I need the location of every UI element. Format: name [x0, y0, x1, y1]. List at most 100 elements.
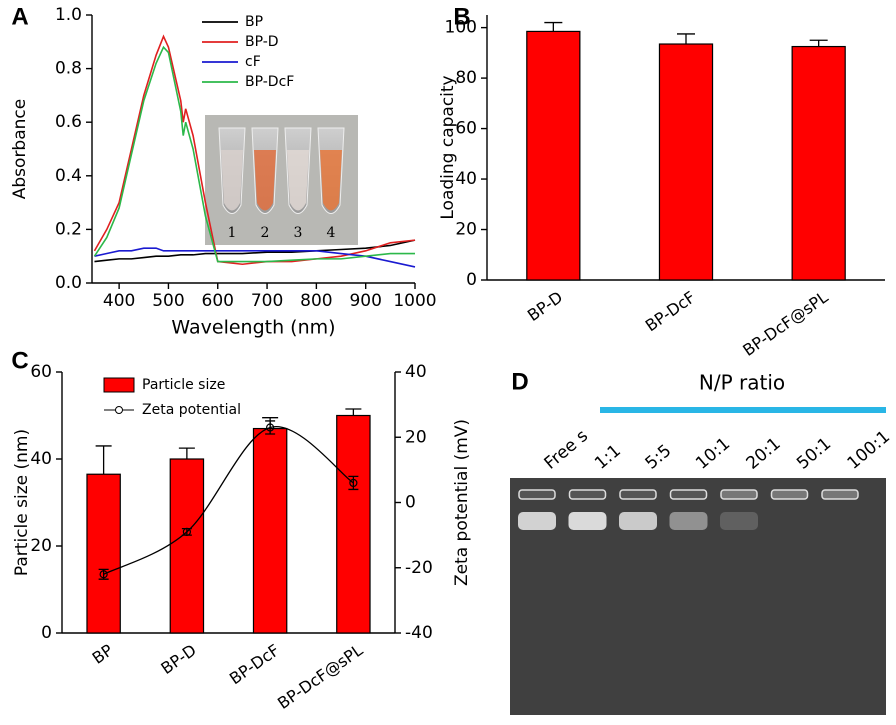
y-axis-label: Absorbance [10, 99, 30, 199]
lane-label: 50:1 [793, 434, 835, 474]
data-point [349, 478, 358, 488]
x-tick-label: 400 [103, 291, 135, 311]
gel-band [619, 512, 657, 530]
inset-label: 3 [294, 225, 303, 241]
y-tick-label: 100 [445, 18, 477, 38]
inset-label: 4 [327, 225, 336, 241]
y-tick-label: 0 [405, 493, 416, 513]
legend-label: BP-DcF [245, 74, 294, 90]
y-tick-label: 20 [405, 427, 427, 447]
x-tick-label: BP-DcF [642, 287, 699, 335]
x-tick-label: BP-D [524, 287, 566, 325]
x-tick-label: BP-DcF@sPL [739, 287, 831, 360]
legend-label: Zeta potential [142, 402, 241, 418]
y-tick-label: 40 [30, 449, 52, 469]
x-tick-label: 800 [300, 291, 332, 311]
x-tick-label: BP-DcF [226, 640, 283, 688]
data-line [94, 239, 416, 263]
legend-swatch [103, 377, 135, 393]
x-tick-label: BP [89, 640, 117, 668]
data-line [103, 426, 354, 575]
bar [169, 458, 205, 634]
y-tick-label: 60 [455, 119, 477, 139]
bar [658, 43, 714, 281]
gel-well [669, 489, 708, 500]
panel-label: B [453, 3, 470, 30]
x-tick-label: 600 [202, 291, 234, 311]
inset-label: 2 [261, 225, 270, 241]
x-tick-label: 500 [152, 291, 184, 311]
x-tick-label: 900 [349, 291, 381, 311]
y-tick-label: 20 [30, 536, 52, 556]
bar [252, 427, 288, 634]
legend-label: BP-D [245, 34, 279, 50]
y-tick-label: 40 [405, 362, 427, 382]
legend-label: cF [245, 54, 261, 70]
panel-label: C [11, 347, 28, 374]
y-axis-label: Zeta potential (mV) [452, 419, 472, 586]
inset-label: 1 [228, 225, 237, 241]
gel-well [518, 489, 556, 500]
bar [86, 473, 121, 634]
gel-well [770, 489, 809, 500]
y-tick-label: 40 [455, 169, 477, 189]
y-tick-label: 80 [455, 68, 477, 88]
bar [526, 30, 581, 281]
tube-liquid [254, 150, 276, 211]
y-tick-label: -20 [405, 558, 433, 578]
bar [791, 45, 846, 281]
y-tick-label: 0.2 [55, 219, 82, 239]
error-bar [348, 475, 359, 491]
data-line [93, 45, 415, 263]
lane-label: Free s [541, 426, 593, 474]
gel-title: N/P ratio [699, 371, 785, 395]
lane-label: 100:1 [844, 427, 894, 474]
legend-marker [115, 406, 123, 414]
x-tick-label: 700 [251, 291, 283, 311]
y-tick-label: 20 [455, 220, 477, 240]
data-line [93, 34, 416, 266]
y-tick-label: 0.6 [55, 112, 82, 132]
y-tick-label: 0 [466, 270, 477, 290]
legend-label: Particle size [142, 377, 225, 393]
y-tick-label: 0.0 [55, 273, 82, 293]
lane-label: 10:1 [692, 434, 734, 474]
gel-well [720, 489, 758, 500]
data-point [266, 423, 275, 432]
panel-label: A [11, 3, 28, 30]
error-whisker [265, 420, 276, 435]
x-tick-label: BP-D [157, 640, 199, 678]
lane-label: 5:5 [642, 441, 676, 474]
y-axis-label: Loading capacity [438, 75, 458, 219]
error-bar [265, 420, 276, 435]
lane-label: 20:1 [743, 434, 785, 474]
y-tick-label: 60 [30, 362, 52, 382]
gel-well [821, 489, 859, 500]
x-tick-label: 1000 [393, 291, 436, 311]
y-axis-label: Particle size (nm) [12, 429, 32, 576]
tube-liquid [320, 150, 342, 211]
bar [336, 414, 371, 634]
y-tick-label: 0.4 [55, 166, 82, 186]
panel-label: D [511, 368, 528, 395]
x-tick-label: BP-DcF@sPL [274, 640, 366, 713]
tube-liquid [287, 150, 309, 211]
tube-liquid [221, 150, 243, 211]
y-tick-label: 0.8 [55, 59, 82, 79]
data-point [99, 570, 108, 579]
legend-label: BP [245, 14, 263, 30]
y-tick-label: 1.0 [55, 5, 82, 25]
gel-well [619, 489, 657, 500]
gel-band [669, 512, 708, 530]
gel-band [568, 512, 607, 530]
error-whisker [348, 475, 359, 491]
gel-well [568, 489, 607, 500]
y-tick-label: 0 [41, 623, 52, 643]
y-tick-label: -40 [405, 623, 433, 643]
data-line [94, 247, 416, 268]
gel-band [518, 512, 556, 530]
x-axis-label: Wavelength (nm) [171, 317, 335, 339]
data-point [182, 527, 191, 536]
gel-band [720, 512, 758, 530]
